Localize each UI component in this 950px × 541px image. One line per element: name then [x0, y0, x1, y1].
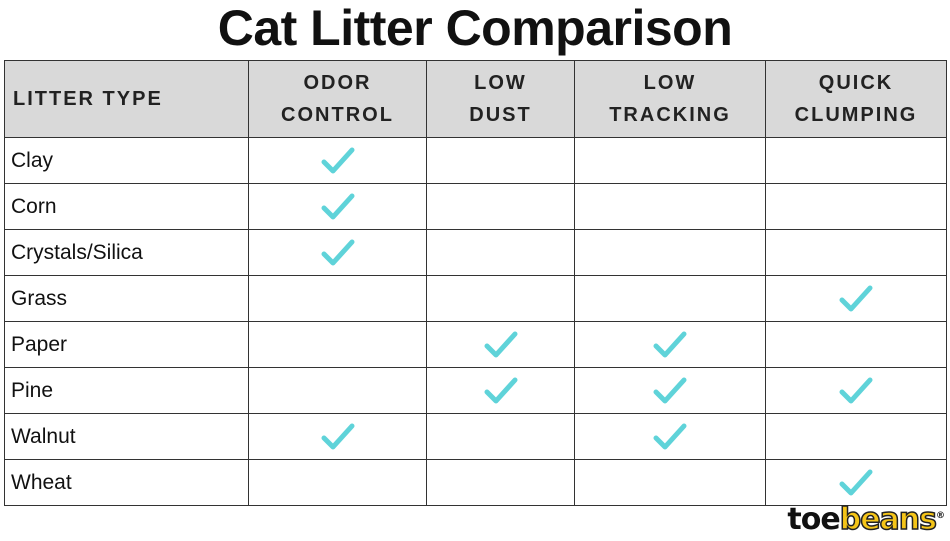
cell — [765, 459, 947, 506]
cell — [574, 413, 766, 460]
checkmark — [321, 193, 354, 219]
cell — [574, 183, 766, 230]
row-label: Wheat — [4, 459, 249, 506]
row-label: Crystals/Silica — [4, 229, 249, 276]
cell — [574, 321, 766, 368]
checkmark — [839, 377, 873, 403]
cell — [426, 183, 575, 230]
checkmark — [321, 423, 354, 449]
logo: toebeans® — [787, 501, 945, 538]
checkmark — [653, 423, 687, 449]
cell — [248, 137, 427, 184]
cell — [765, 275, 947, 322]
cell — [248, 229, 427, 276]
column-header: LOW TRACKING — [574, 60, 766, 138]
column-header: LOW DUST — [426, 60, 575, 138]
cell — [765, 183, 947, 230]
checkmark — [321, 239, 354, 265]
checkmark — [484, 377, 517, 403]
row-label: Walnut — [4, 413, 249, 460]
checkmark — [653, 331, 687, 357]
cell — [426, 459, 575, 506]
cell — [426, 229, 575, 276]
logo-text: toe — [787, 502, 840, 537]
row-label: Clay — [4, 137, 249, 184]
cell — [574, 137, 766, 184]
row-label: Corn — [4, 183, 249, 230]
title: Cat Litter Comparison — [217, 0, 733, 56]
cell — [574, 367, 766, 414]
cell — [248, 321, 427, 368]
cell — [426, 137, 575, 184]
cell — [574, 229, 766, 276]
cell — [426, 413, 575, 460]
cell — [248, 367, 427, 414]
cell — [765, 137, 947, 184]
logo-text: beans — [839, 501, 938, 538]
checkmark — [321, 147, 354, 173]
cell — [426, 275, 575, 322]
cell — [765, 413, 947, 460]
cell — [765, 367, 947, 414]
column-header: LITTER TYPE — [4, 60, 249, 138]
column-header: QUICK CLUMPING — [765, 60, 947, 138]
row-label: Grass — [4, 275, 249, 322]
checkmark — [484, 331, 517, 357]
cell — [426, 321, 575, 368]
cell — [574, 459, 766, 506]
checkmark — [653, 377, 687, 403]
cell — [574, 275, 766, 322]
cell — [426, 367, 575, 414]
cell — [765, 229, 947, 276]
cell — [248, 413, 427, 460]
row-label: Paper — [4, 321, 249, 368]
checkmark — [839, 285, 873, 311]
logo-mark: ® — [936, 511, 945, 521]
cell — [248, 183, 427, 230]
cell — [765, 321, 947, 368]
cell — [248, 275, 427, 322]
column-header: ODOR CONTROL — [248, 60, 427, 138]
checkmark — [839, 469, 873, 495]
row-label: Pine — [4, 367, 249, 414]
cell — [248, 459, 427, 506]
